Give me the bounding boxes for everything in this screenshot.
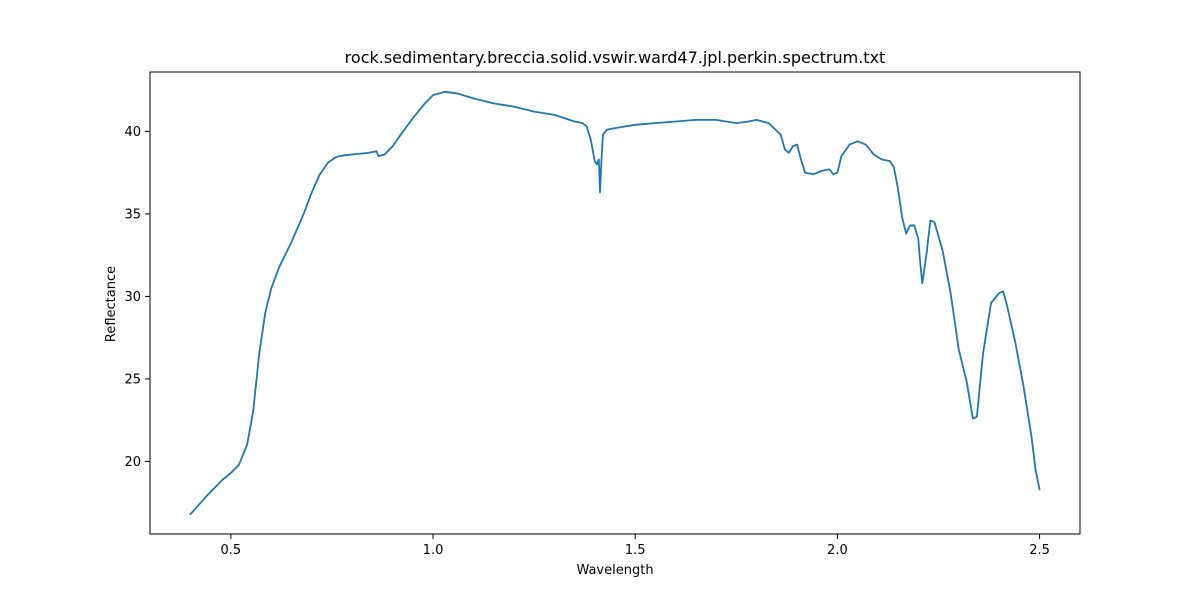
y-tick-label: 20: [124, 455, 141, 470]
x-tick-label: 1.5: [625, 543, 646, 558]
x-tick-label: 1.0: [423, 543, 444, 558]
chart-title: rock.sedimentary.breccia.solid.vswir.war…: [345, 48, 886, 67]
y-tick-label: 40: [124, 125, 141, 140]
plot-area: [149, 71, 1081, 535]
x-tick-label: 0.5: [221, 543, 242, 558]
x-tick-label: 2.5: [1029, 543, 1050, 558]
y-tick-label: 30: [124, 290, 141, 305]
y-tick-label: 35: [124, 207, 141, 222]
x-axis: 0.5 1.0 1.5 2.0 2.5: [221, 534, 1050, 558]
y-axis: 20 25 30 35 40: [124, 125, 150, 470]
y-tick-label: 25: [124, 372, 141, 387]
plot-frame: [149, 71, 1081, 535]
series-line: [189, 90, 1041, 516]
x-tick-label: 2.0: [827, 543, 848, 558]
y-axis-label: Reflectance: [104, 266, 119, 342]
x-axis-label: Wavelength: [576, 563, 653, 578]
